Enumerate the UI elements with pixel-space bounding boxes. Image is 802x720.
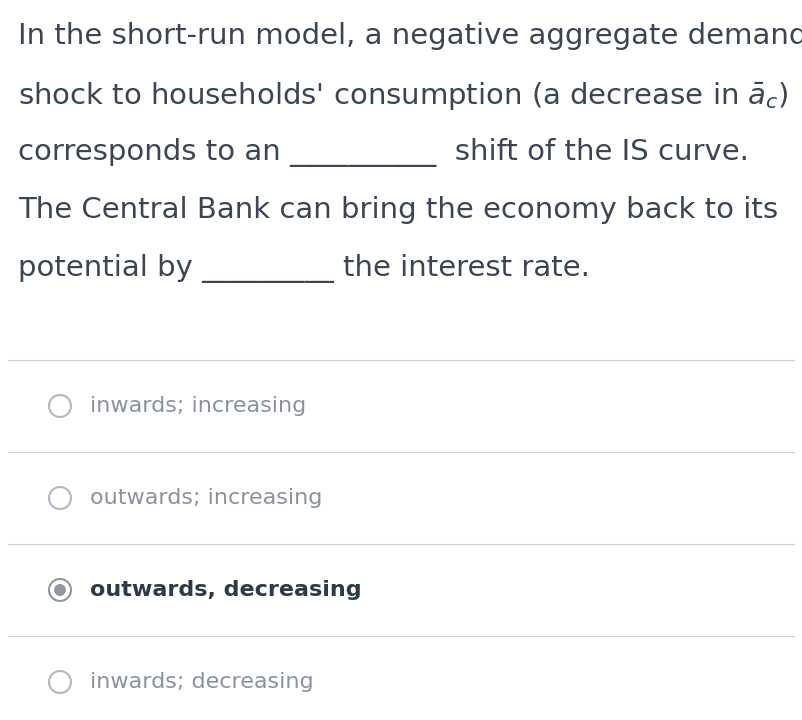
Circle shape bbox=[54, 584, 66, 596]
Text: In the short-run model, a negative aggregate demand: In the short-run model, a negative aggre… bbox=[18, 22, 802, 50]
Text: inwards; decreasing: inwards; decreasing bbox=[90, 672, 314, 692]
Text: inwards; increasing: inwards; increasing bbox=[90, 396, 306, 416]
Text: corresponds to an __________  shift of the IS curve.: corresponds to an __________ shift of th… bbox=[18, 138, 749, 167]
Text: The Central Bank can bring the economy back to its: The Central Bank can bring the economy b… bbox=[18, 196, 778, 224]
Text: outwards, decreasing: outwards, decreasing bbox=[90, 580, 362, 600]
Text: potential by _________ the interest rate.: potential by _________ the interest rate… bbox=[18, 254, 590, 283]
Text: outwards; increasing: outwards; increasing bbox=[90, 488, 322, 508]
Text: shock to households' consumption (a decrease in $\bar{a}_c$): shock to households' consumption (a decr… bbox=[18, 80, 789, 112]
